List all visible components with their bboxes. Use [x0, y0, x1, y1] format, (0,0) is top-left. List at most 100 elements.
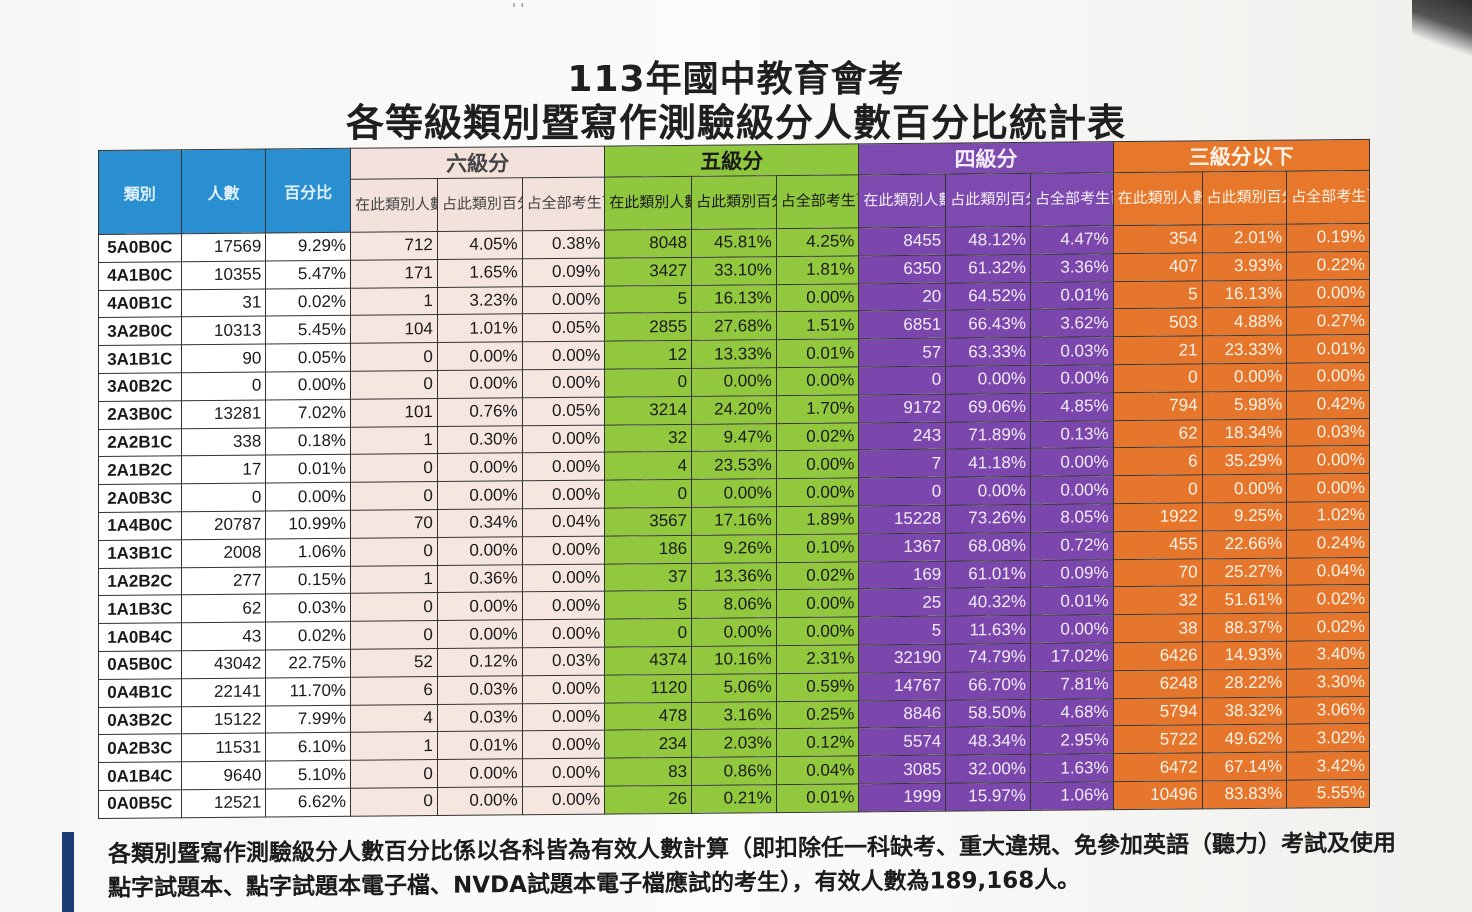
cell-three-class-pct: 4.88%	[1202, 307, 1287, 337]
cell-percent: 7.02%	[265, 399, 351, 428]
cell-four-total-pct: 3.62%	[1030, 309, 1114, 338]
cell-five-total-pct: 1.89%	[776, 505, 859, 535]
cell-three-class-pct: 2.01%	[1202, 224, 1287, 253]
cell-three-count: 794	[1113, 391, 1203, 421]
cell-three-count: 5722	[1113, 725, 1203, 754]
cell-category: 3A1B1C	[98, 344, 182, 374]
cell-five-count: 4	[604, 451, 692, 481]
cell-three-total-pct: 3.30%	[1286, 668, 1370, 697]
note-accent-bar	[62, 832, 74, 912]
cell-six-class-pct: 1.01%	[437, 314, 523, 343]
cell-six-class-pct: 0.12%	[437, 647, 523, 677]
cell-five-count: 83	[604, 757, 692, 787]
cell-six-total-pct: 0.00%	[522, 535, 605, 565]
cell-six-count: 0	[350, 537, 438, 566]
cell-category: 3A2B0C	[98, 317, 182, 346]
cell-three-class-pct: 9.25%	[1202, 502, 1287, 531]
cell-six-total-pct: 0.00%	[522, 341, 605, 370]
cell-three-class-pct: 23.33%	[1202, 335, 1287, 364]
cell-four-count: 57	[858, 338, 946, 367]
header-band-four: 四級分	[858, 141, 1114, 175]
cell-three-count: 21	[1113, 336, 1203, 365]
cell-five-count: 4374	[604, 646, 692, 675]
cell-three-class-pct: 35.29%	[1202, 446, 1287, 476]
cell-four-class-pct: 61.32%	[945, 254, 1031, 283]
cell-six-class-pct: 0.00%	[437, 619, 523, 649]
pin-mark-icon: ˈ ˈ	[512, 2, 525, 18]
cell-three-total-pct: 0.03%	[1286, 417, 1370, 447]
cell-five-class-pct: 10.16%	[691, 645, 777, 675]
cell-three-class-pct: 67.14%	[1202, 752, 1287, 781]
cell-five-class-pct: 27.68%	[691, 311, 777, 341]
cell-percent: 0.03%	[265, 593, 351, 623]
header-band-six: 六級分	[350, 146, 605, 180]
cell-count: 0	[181, 483, 266, 512]
cell-five-count: 37	[604, 562, 692, 592]
cell-three-class-pct: 25.27%	[1202, 557, 1287, 587]
cell-three-total-pct: 0.24%	[1286, 529, 1370, 558]
cell-percent: 5.45%	[265, 315, 351, 345]
cell-count: 22141	[181, 677, 266, 707]
header-five-class-pct: 占此類別百分比	[691, 175, 777, 230]
cell-count: 10355	[181, 260, 266, 290]
cell-category: 4A0B1C	[98, 289, 182, 318]
cell-six-count: 0	[350, 759, 438, 789]
cell-percent: 10.99%	[265, 510, 351, 539]
background-edge	[1412, 0, 1472, 60]
cell-three-class-pct: 49.62%	[1202, 724, 1287, 754]
cell-six-class-pct: 0.36%	[437, 564, 523, 593]
cell-three-class-pct: 0.00%	[1202, 474, 1287, 503]
cell-six-count: 0	[350, 370, 438, 400]
cell-five-total-pct: 0.00%	[776, 366, 859, 396]
cell-four-total-pct: 0.01%	[1030, 281, 1114, 310]
cell-six-class-pct: 0.03%	[437, 675, 523, 705]
cell-five-class-pct: 0.00%	[691, 478, 777, 508]
cell-three-count: 62	[1113, 419, 1203, 449]
cell-six-total-pct: 0.04%	[522, 508, 605, 537]
cell-four-class-pct: 0.00%	[945, 476, 1031, 506]
header-three-count: 在此類別人數	[1113, 171, 1203, 226]
cell-six-total-pct: 0.00%	[522, 674, 605, 704]
cell-category: 1A4B0C	[98, 511, 182, 541]
cell-six-count: 6	[350, 676, 438, 705]
cell-six-class-pct: 0.00%	[437, 536, 523, 566]
cell-six-class-pct: 0.00%	[437, 786, 523, 816]
header-count: 人數	[181, 149, 266, 234]
cell-four-total-pct: 1.06%	[1030, 781, 1114, 811]
cell-category: 0A0B5C	[98, 789, 182, 819]
cell-four-total-pct: 0.00%	[1030, 448, 1114, 477]
cell-category: 0A1B4C	[98, 761, 182, 791]
cell-four-count: 8846	[858, 699, 946, 729]
cell-four-class-pct: 73.26%	[945, 504, 1031, 533]
cell-three-total-pct: 3.42%	[1286, 751, 1370, 781]
cell-four-class-pct: 40.32%	[945, 587, 1031, 617]
cell-count: 17569	[181, 233, 266, 262]
cell-five-class-pct: 13.33%	[691, 339, 777, 369]
cell-five-total-pct: 0.01%	[776, 783, 859, 813]
cell-count: 9640	[181, 761, 266, 790]
cell-count: 43042	[181, 649, 266, 679]
cell-three-count: 6426	[1113, 641, 1203, 671]
cell-four-count: 1367	[858, 532, 946, 562]
cell-five-count: 234	[604, 729, 692, 759]
cell-six-total-pct: 0.00%	[522, 563, 605, 593]
cell-six-total-pct: 0.00%	[522, 786, 605, 815]
cell-five-class-pct: 13.36%	[691, 562, 777, 591]
cell-percent: 5.47%	[265, 260, 351, 289]
cell-four-class-pct: 71.89%	[945, 420, 1031, 450]
cell-six-count: 0	[350, 453, 438, 483]
cell-four-count: 32190	[858, 644, 946, 673]
cell-four-count: 5574	[858, 727, 946, 757]
cell-percent: 22.75%	[265, 649, 351, 678]
cell-six-count: 0	[350, 787, 438, 817]
cell-six-class-pct: 0.00%	[437, 369, 523, 399]
cell-three-total-pct: 0.00%	[1286, 362, 1370, 391]
cell-four-count: 20	[858, 282, 946, 312]
cell-five-total-pct: 0.25%	[776, 700, 859, 729]
cell-percent: 11.70%	[265, 677, 351, 706]
cell-four-class-pct: 58.50%	[945, 698, 1031, 728]
cell-four-total-pct: 8.05%	[1030, 503, 1114, 533]
header-six-class-pct: 占此類別百分比	[437, 177, 523, 232]
cell-count: 338	[181, 427, 266, 457]
cell-four-total-pct: 0.09%	[1030, 559, 1114, 588]
